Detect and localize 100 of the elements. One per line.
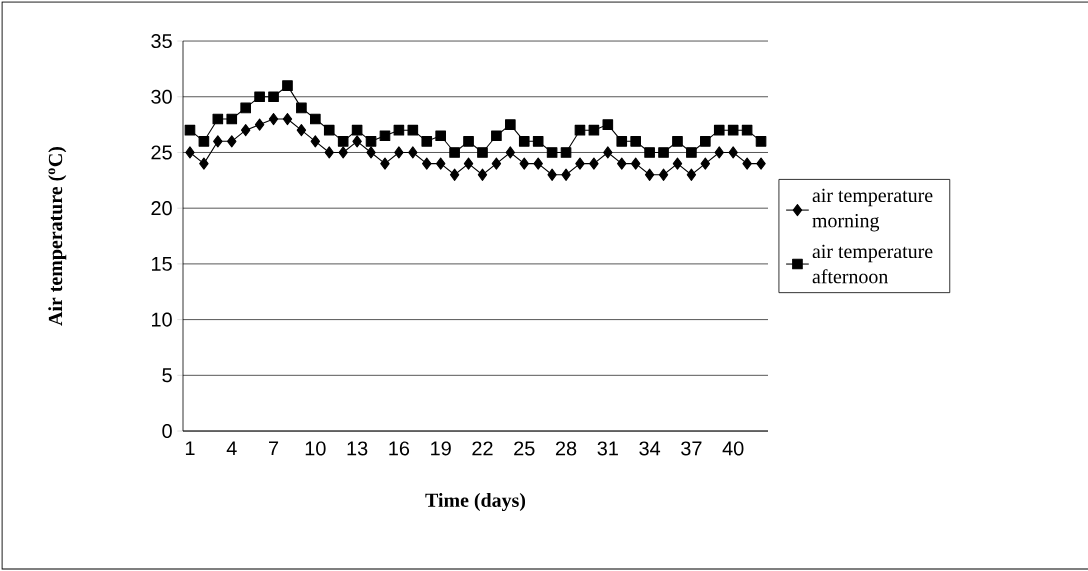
- x-tick-label: 16: [389, 441, 410, 456]
- point: [422, 157, 432, 170]
- x-tick-label: 37: [681, 441, 702, 456]
- point: [407, 124, 419, 136]
- point: [282, 112, 293, 126]
- point: [337, 136, 349, 147]
- point: [575, 157, 585, 170]
- point: [226, 113, 238, 125]
- point: [700, 136, 711, 147]
- point: [547, 168, 557, 181]
- point: [561, 168, 571, 181]
- point: [351, 124, 363, 136]
- point: [365, 136, 377, 147]
- x-tick-label: 4: [226, 441, 237, 456]
- point: [449, 147, 460, 158]
- point: [379, 130, 391, 142]
- point: [742, 157, 752, 170]
- x-tick-label: 28: [555, 441, 577, 456]
- point: [630, 136, 641, 147]
- point: [254, 91, 265, 103]
- point: [714, 146, 724, 159]
- point: [394, 146, 404, 159]
- point: [727, 124, 739, 136]
- point: [533, 157, 543, 170]
- point: [323, 124, 335, 136]
- x-tick-label: 7: [269, 441, 279, 456]
- point: [352, 135, 362, 148]
- x-tick-label: 10: [305, 441, 326, 456]
- point: [741, 124, 753, 136]
- point: [240, 102, 251, 114]
- y-tick-label: 5: [162, 368, 172, 383]
- point: [672, 157, 683, 170]
- point: [658, 147, 669, 158]
- point: [198, 136, 210, 147]
- point: [449, 168, 460, 181]
- x-tick-label: 22: [472, 441, 493, 456]
- point: [477, 147, 488, 158]
- y-tick-label: 25: [151, 145, 172, 160]
- point: [338, 146, 348, 159]
- x-axis-title: Time (days): [425, 492, 526, 512]
- point: [435, 130, 446, 142]
- point: [546, 147, 558, 158]
- point: [672, 136, 683, 147]
- y-tick-label: 15: [152, 256, 172, 271]
- x-tick-label: 40: [722, 441, 744, 456]
- point: [408, 146, 418, 159]
- point: [463, 157, 474, 170]
- point: [240, 124, 251, 137]
- point: [254, 118, 265, 131]
- point: [617, 157, 627, 170]
- point: [505, 119, 516, 130]
- point: [644, 168, 655, 181]
- point: [589, 157, 599, 170]
- point: [630, 157, 641, 170]
- point: [658, 168, 669, 181]
- point: [588, 124, 600, 136]
- y-axis-title: Air temperature ($^{o}$C): [48, 146, 67, 326]
- point: [380, 157, 390, 170]
- point: [268, 112, 279, 126]
- point: [268, 91, 279, 103]
- x-tick-label: 34: [639, 441, 661, 456]
- point: [421, 136, 433, 147]
- y-tick-label: 30: [151, 89, 172, 104]
- point: [532, 136, 544, 147]
- point: [227, 135, 237, 148]
- point: [491, 157, 502, 170]
- point: [713, 124, 725, 136]
- point: [505, 146, 516, 159]
- point: [366, 146, 376, 159]
- point: [755, 136, 767, 147]
- point: [602, 119, 614, 130]
- y-tick-label: 35: [151, 33, 172, 49]
- point: [519, 157, 529, 170]
- point: [435, 157, 446, 170]
- point: [700, 157, 711, 170]
- x-tick-label: 19: [431, 441, 451, 456]
- y-tick-label: 20: [151, 201, 172, 216]
- point: [560, 147, 572, 158]
- x-tick-label: 1: [185, 441, 195, 456]
- point: [296, 124, 307, 137]
- point: [185, 146, 195, 159]
- x-tick-label: 25: [514, 441, 535, 456]
- point: [491, 130, 502, 142]
- point: [477, 168, 488, 181]
- point: [324, 146, 334, 159]
- y-tick-label: 0: [162, 423, 172, 439]
- point: [756, 157, 766, 170]
- point: [686, 168, 697, 181]
- point: [199, 157, 209, 170]
- point: [310, 113, 321, 125]
- point: [282, 80, 293, 91]
- point: [603, 146, 613, 159]
- legend-label: air temperature afternoon: [812, 244, 933, 284]
- point: [574, 124, 586, 136]
- point: [728, 146, 738, 159]
- point: [463, 136, 474, 147]
- point: [296, 102, 307, 114]
- y-tick-label: 10: [152, 312, 172, 327]
- point: [518, 136, 530, 147]
- point: [686, 147, 697, 158]
